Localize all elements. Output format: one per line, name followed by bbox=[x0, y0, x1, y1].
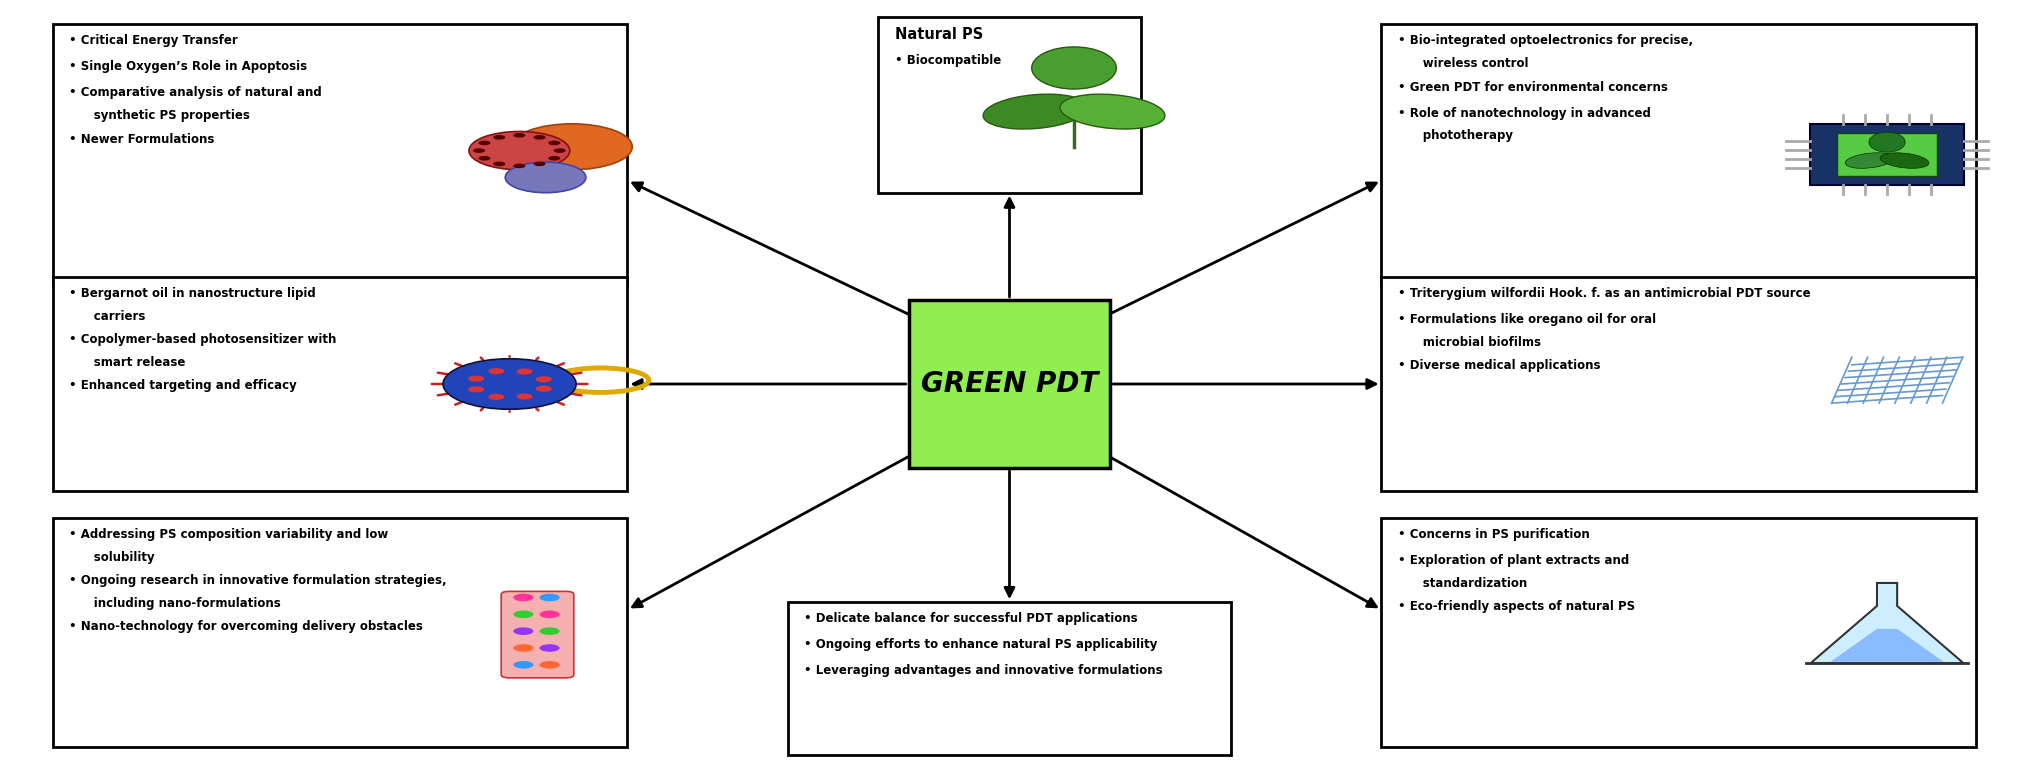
Text: • Nano-technology for overcoming delivery obstacles: • Nano-technology for overcoming deliver… bbox=[69, 621, 422, 634]
Ellipse shape bbox=[1870, 132, 1906, 152]
FancyBboxPatch shape bbox=[787, 602, 1232, 755]
Circle shape bbox=[468, 386, 485, 392]
Circle shape bbox=[513, 644, 533, 652]
Circle shape bbox=[539, 644, 559, 652]
Circle shape bbox=[511, 124, 632, 170]
Text: smart release: smart release bbox=[69, 356, 186, 369]
Circle shape bbox=[539, 611, 559, 618]
Text: • Ongoing research in innovative formulation strategies,: • Ongoing research in innovative formula… bbox=[69, 574, 446, 587]
Text: • Concerns in PS purification: • Concerns in PS purification bbox=[1397, 528, 1589, 541]
Text: • Leveraging advantages and innovative formulations: • Leveraging advantages and innovative f… bbox=[804, 664, 1163, 677]
Text: • Formulations like oregano oil for oral: • Formulations like oregano oil for oral bbox=[1397, 313, 1656, 326]
Text: • Bergarnot oil in nanostructure lipid: • Bergarnot oil in nanostructure lipid bbox=[69, 286, 315, 300]
Ellipse shape bbox=[1032, 47, 1117, 89]
Circle shape bbox=[535, 386, 551, 392]
FancyBboxPatch shape bbox=[909, 300, 1110, 468]
Text: • Copolymer-based photosensitizer with: • Copolymer-based photosensitizer with bbox=[69, 333, 337, 346]
Text: • Exploration of plant extracts and: • Exploration of plant extracts and bbox=[1397, 554, 1629, 567]
FancyBboxPatch shape bbox=[1381, 25, 1977, 284]
Circle shape bbox=[513, 661, 533, 669]
Text: • Critical Energy Transfer: • Critical Energy Transfer bbox=[69, 35, 238, 48]
Text: • Single Oxygen’s Role in Apoptosis: • Single Oxygen’s Role in Apoptosis bbox=[69, 61, 307, 73]
Circle shape bbox=[493, 161, 505, 166]
FancyBboxPatch shape bbox=[1811, 124, 1964, 185]
Ellipse shape bbox=[1880, 153, 1928, 168]
Circle shape bbox=[513, 164, 525, 168]
FancyBboxPatch shape bbox=[52, 25, 628, 284]
Text: • Delicate balance for successful PDT applications: • Delicate balance for successful PDT ap… bbox=[804, 612, 1137, 625]
Text: • Addressing PS composition variability and low: • Addressing PS composition variability … bbox=[69, 528, 388, 541]
Text: wireless control: wireless control bbox=[1397, 58, 1528, 70]
Circle shape bbox=[468, 376, 485, 382]
Circle shape bbox=[513, 627, 533, 635]
Circle shape bbox=[479, 141, 491, 145]
Ellipse shape bbox=[1845, 153, 1894, 168]
Text: including nano-formulations: including nano-formulations bbox=[69, 597, 281, 610]
Text: • Comparative analysis of natural and: • Comparative analysis of natural and bbox=[69, 86, 321, 99]
Ellipse shape bbox=[1060, 94, 1165, 129]
Text: • Role of nanotechnology in advanced: • Role of nanotechnology in advanced bbox=[1397, 107, 1650, 120]
Circle shape bbox=[513, 133, 525, 137]
Circle shape bbox=[549, 156, 561, 161]
FancyBboxPatch shape bbox=[52, 277, 628, 491]
FancyBboxPatch shape bbox=[52, 518, 628, 747]
Circle shape bbox=[479, 156, 491, 161]
Text: phototherapy: phototherapy bbox=[1397, 130, 1512, 143]
Text: synthetic PS properties: synthetic PS properties bbox=[69, 109, 250, 122]
Text: • Enhanced targeting and efficacy: • Enhanced targeting and efficacy bbox=[69, 379, 297, 392]
Text: • Newer Formulations: • Newer Formulations bbox=[69, 133, 214, 146]
Text: • Eco-friendly aspects of natural PS: • Eco-friendly aspects of natural PS bbox=[1397, 600, 1635, 613]
FancyBboxPatch shape bbox=[1381, 277, 1977, 491]
Circle shape bbox=[539, 661, 559, 669]
Circle shape bbox=[505, 162, 586, 193]
Circle shape bbox=[539, 627, 559, 635]
FancyBboxPatch shape bbox=[501, 591, 573, 678]
Circle shape bbox=[535, 376, 551, 382]
Circle shape bbox=[489, 394, 505, 400]
Text: GREEN PDT: GREEN PDT bbox=[921, 370, 1098, 398]
Text: solubility: solubility bbox=[69, 551, 155, 564]
Text: • Ongoing efforts to enhance natural PS applicability: • Ongoing efforts to enhance natural PS … bbox=[804, 638, 1157, 651]
Text: • Diverse medical applications: • Diverse medical applications bbox=[1397, 359, 1601, 372]
Circle shape bbox=[489, 368, 505, 374]
Text: • Triterygium wilfordii Hook. f. as an antimicrobial PDT source: • Triterygium wilfordii Hook. f. as an a… bbox=[1397, 286, 1811, 300]
Polygon shape bbox=[1831, 629, 1944, 662]
Circle shape bbox=[533, 161, 545, 166]
Text: microbial biofilms: microbial biofilms bbox=[1397, 336, 1540, 349]
Text: • Bio-integrated optoelectronics for precise,: • Bio-integrated optoelectronics for pre… bbox=[1397, 35, 1692, 48]
Circle shape bbox=[553, 148, 565, 153]
Text: standardization: standardization bbox=[1397, 577, 1526, 590]
Text: carriers: carriers bbox=[69, 310, 145, 323]
Circle shape bbox=[513, 611, 533, 618]
Circle shape bbox=[533, 135, 545, 140]
FancyBboxPatch shape bbox=[1381, 518, 1977, 747]
Text: • Green PDT for environmental concerns: • Green PDT for environmental concerns bbox=[1397, 81, 1668, 94]
Circle shape bbox=[468, 131, 569, 170]
Text: • Biocompatible: • Biocompatible bbox=[894, 55, 1001, 67]
Circle shape bbox=[549, 141, 561, 145]
Circle shape bbox=[539, 594, 559, 601]
Circle shape bbox=[517, 393, 533, 399]
Circle shape bbox=[493, 135, 505, 140]
Circle shape bbox=[513, 594, 533, 601]
Circle shape bbox=[472, 148, 485, 153]
FancyBboxPatch shape bbox=[878, 17, 1141, 193]
FancyBboxPatch shape bbox=[1837, 133, 1938, 176]
Circle shape bbox=[442, 359, 575, 409]
Ellipse shape bbox=[983, 94, 1088, 129]
Circle shape bbox=[517, 369, 533, 375]
Polygon shape bbox=[1811, 583, 1964, 664]
Text: Natural PS: Natural PS bbox=[894, 27, 983, 41]
